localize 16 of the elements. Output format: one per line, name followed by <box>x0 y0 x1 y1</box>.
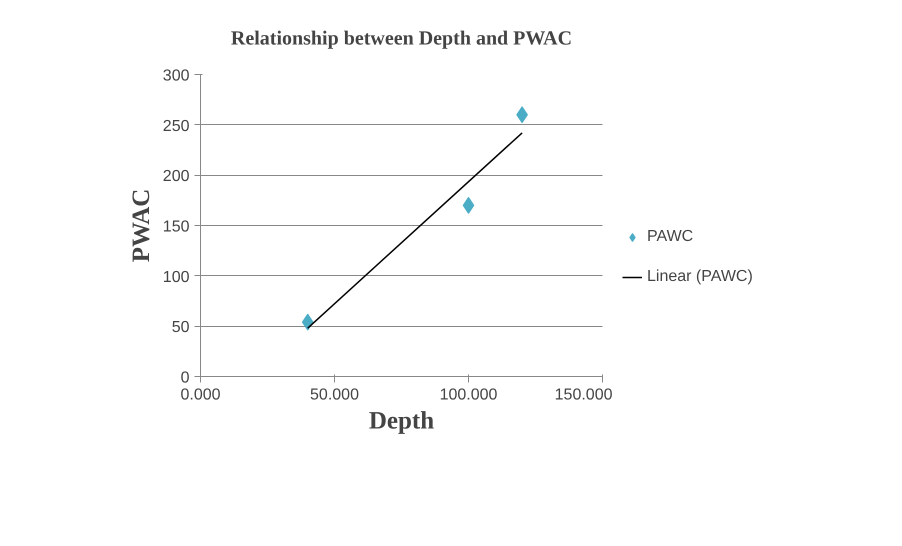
x-tick-label: 150.000 <box>554 386 613 404</box>
chart-title: Relationship between Depth and PWAC <box>230 28 572 50</box>
x-tick-label: 50.000 <box>310 386 360 404</box>
y-axis-title: PWAC <box>128 188 155 262</box>
legend-label: Linear (PAWC) <box>647 268 753 286</box>
y-tick-label: 250 <box>162 118 190 135</box>
x-axis-title: Depth <box>368 408 434 434</box>
x-tick-label: 100.000 <box>440 386 498 404</box>
y-tick-label: 150 <box>162 218 190 236</box>
y-tick-label: 200 <box>162 168 190 186</box>
y-tick-label: 0 <box>180 370 190 386</box>
x-tick-label: 0.000 <box>180 386 221 404</box>
y-tick-label: 50 <box>172 319 190 336</box>
y-tick-label: 100 <box>162 268 190 286</box>
y-tick-label: 300 <box>162 68 190 84</box>
legend-label: PAWC <box>647 228 694 246</box>
